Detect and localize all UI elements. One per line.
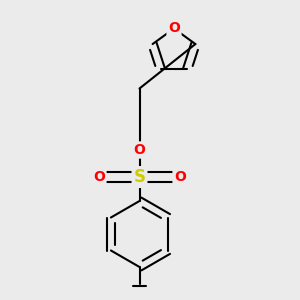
Text: O: O [168, 22, 180, 35]
Text: S: S [134, 168, 146, 186]
Text: O: O [174, 170, 186, 184]
Text: O: O [93, 170, 105, 184]
Text: O: O [134, 143, 146, 157]
